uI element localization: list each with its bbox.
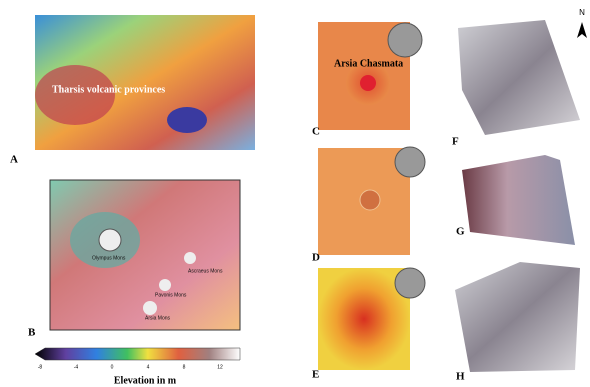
panel-letter: E: [312, 369, 319, 381]
colorbar: [35, 348, 240, 360]
ascraeus: [184, 252, 196, 264]
map-label: Tharsis volcanic provinces: [52, 84, 165, 95]
image-f: [458, 20, 580, 135]
inset: [395, 147, 425, 177]
colorbar-ticks: -8 -4 0 4 8 12: [38, 364, 223, 370]
colorbar-tick-label: 0: [111, 364, 114, 370]
inset: [395, 268, 425, 298]
inset: [388, 23, 422, 57]
north-label: N: [579, 8, 585, 17]
image-g: [462, 155, 575, 245]
olympus: [99, 229, 121, 251]
panel-letter: A: [10, 154, 18, 166]
colorbar-tick-label: 12: [217, 364, 223, 370]
map-label: Ascraeus Mons: [188, 268, 223, 274]
map-label: Pavonis Mons: [155, 292, 187, 298]
panel-letter: D: [312, 252, 320, 264]
page: Tharsis volcanic provinces A Olympus Mon…: [0, 0, 590, 387]
map-label: Olympus Mons: [92, 255, 126, 261]
colorbar-tick-label: 4: [147, 364, 150, 370]
map-label: Arsia Mons: [145, 315, 171, 321]
image-h: [455, 262, 580, 372]
figure: Tharsis volcanic provinces A Olympus Mon…: [0, 0, 590, 387]
colorbar-tick-label: 8: [183, 364, 186, 370]
panel-letter: H: [456, 371, 465, 383]
north-arrow: [577, 22, 587, 38]
panel-letter: F: [452, 136, 459, 148]
hellas: [167, 107, 207, 133]
arsia: [143, 301, 157, 315]
panel-letter: B: [28, 327, 36, 339]
crater: [360, 190, 380, 210]
panel-letter: C: [312, 126, 320, 138]
colorbar-tick-label: -8: [38, 364, 43, 370]
colorbar-title: Elevation in m: [114, 375, 177, 386]
panel-letter: G: [456, 226, 465, 238]
pavonis: [159, 279, 171, 291]
image-label: Arsia Chasmata: [334, 58, 403, 69]
chasmata: [360, 75, 376, 91]
colorbar-tick-label: -4: [74, 364, 79, 370]
